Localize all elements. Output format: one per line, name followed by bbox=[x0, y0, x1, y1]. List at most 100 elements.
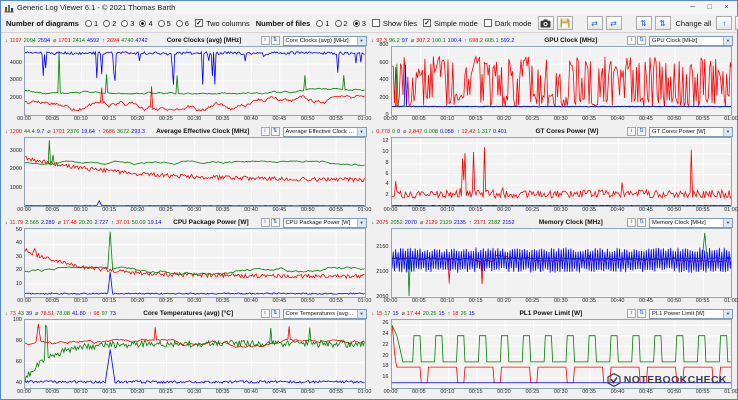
chart-panel-core-clocks: ↓ 1197 2094 2594 ⌀ 1701 2414 4592 ↑ 2694 4740 4742 … bbox=[3, 34, 371, 124]
chart-info-button[interactable]: i bbox=[627, 309, 636, 318]
updown-arrows-icon: ⇅ bbox=[639, 127, 644, 134]
screenshot-button[interactable] bbox=[537, 16, 554, 30]
metric-dropdown[interactable]: Core Temperatures (avg) [°C] ▼ bbox=[282, 308, 367, 319]
chevron-down-icon: ▼ bbox=[356, 127, 366, 136]
chart-header: ↓ 11.79 2.565 2.289 ⌀ 17.48 20.20 2.727 ↑ 37.01 50… bbox=[3, 216, 369, 228]
radio-diagrams-4[interactable]: 4 bbox=[139, 19, 153, 28]
chart-controls: i ⇅ PL1 Power Limit [W] ▼ bbox=[627, 308, 733, 319]
chart-scale-button[interactable]: ⇅ bbox=[270, 218, 280, 227]
chart-info-button[interactable]: i bbox=[627, 218, 636, 227]
chart-scale-button[interactable]: ⇅ bbox=[637, 309, 646, 318]
radio-diagrams-5[interactable]: 5 bbox=[157, 19, 171, 28]
charts-grid: ↓ 1197 2094 2594 ⌀ 1701 2414 4592 ↑ 2694 4740 4742 … bbox=[1, 33, 738, 399]
diagram-count-radios: 1 2 3 4 5 6 bbox=[84, 19, 189, 28]
chart-scale-button[interactable]: ⇅ bbox=[637, 36, 646, 45]
metric-dropdown[interactable]: PL1 Power Limit [W] ▼ bbox=[649, 308, 733, 319]
chart-header: ↓ 73 43 39 ⌀ 78.51 78.08 41.80 ↑ 98 97 73 Core Temp… bbox=[3, 307, 369, 319]
radio-diagrams-2[interactable]: 2 bbox=[103, 19, 116, 28]
chevron-down-icon: ▼ bbox=[356, 36, 366, 45]
files-label: Number of files bbox=[255, 18, 311, 28]
radio-files-1[interactable]: 1 bbox=[316, 19, 330, 28]
chart-info-button[interactable]: i bbox=[260, 218, 270, 227]
radio-icon bbox=[175, 19, 183, 27]
plot-area bbox=[390, 137, 732, 207]
radio-files-2[interactable]: 2 bbox=[334, 19, 348, 28]
x-axis-labels: 00:00 00:05 00:10 00:15 00:20 00:25 00:30 00:35… bbox=[383, 116, 738, 122]
radio-diagrams-1[interactable]: 1 bbox=[84, 19, 98, 28]
rescale-all-button[interactable]: ⇅ bbox=[654, 16, 671, 30]
chart-stats: ↓ 11.79 2.565 2.289 ⌀ 17.48 20.20 2.727 ↑ 37.01 50… bbox=[5, 219, 162, 226]
show-files-checkbox[interactable]: Show files bbox=[371, 19, 417, 28]
x-axis-labels: 00:00 00:05 00:10 00:15 00:20 00:25 00:30 00:35… bbox=[383, 298, 738, 304]
plot-area bbox=[24, 137, 366, 207]
swap-arrows-icon: ⇄ bbox=[610, 18, 617, 28]
checkbox-icon bbox=[483, 19, 492, 27]
autoscale-all-button[interactable]: ⇅ bbox=[635, 16, 652, 30]
info-icon: i bbox=[264, 218, 266, 225]
sync-cursors-button[interactable]: ⇄ bbox=[605, 16, 622, 30]
chart-controls: i ⇅ Average Effective Clock [MHz] ▼ bbox=[260, 126, 367, 137]
metric-dropdown[interactable]: Memory Clock [MHz] ▼ bbox=[649, 217, 733, 228]
chart-title: GT Cores Power [W] bbox=[535, 128, 599, 135]
maximize-icon[interactable]: □ bbox=[707, 4, 712, 11]
chart-header: ↓ 1197 2094 2594 ⌀ 1701 2414 4592 ↑ 2694 4740 4742 … bbox=[3, 34, 369, 46]
sync-x-axes-button[interactable]: ⇄ bbox=[586, 16, 603, 30]
minimize-icon[interactable]: ─ bbox=[690, 4, 695, 11]
chart-title: Memory Clock [MHz] bbox=[538, 219, 603, 226]
toolbar: Number of diagrams 1 2 3 4 5 6 ✓ Two colu… bbox=[1, 14, 738, 33]
change-all-label: Change all bbox=[675, 18, 712, 28]
chart-panel-cpu-package-power: ↓ 11.79 2.565 2.289 ⌀ 17.48 20.20 2.727 ↑ 37.01 50… bbox=[3, 216, 371, 306]
info-icon: i bbox=[264, 309, 266, 316]
chart-body: 40 60 80 100 bbox=[3, 317, 369, 389]
metric-dropdown[interactable]: GT Cores Power [W] ▼ bbox=[649, 126, 733, 137]
change-all-up-button[interactable]: ↑ bbox=[716, 16, 733, 30]
chart-body: 1000 2000 3000 bbox=[3, 137, 369, 207]
y-axis-labels: 40 60 80 100 bbox=[12, 317, 22, 386]
dark-mode-checkbox[interactable]: Dark mode bbox=[483, 19, 532, 28]
chart-scale-button[interactable]: ⇅ bbox=[637, 218, 646, 227]
chart-scale-button[interactable]: ⇅ bbox=[270, 309, 280, 318]
radio-files-3[interactable]: 3 bbox=[352, 19, 366, 28]
save-button[interactable] bbox=[556, 16, 573, 30]
updown-arrows-icon: ⇅ bbox=[639, 309, 644, 316]
metric-dropdown[interactable]: Average Effective Clock [MHz] ▼ bbox=[282, 126, 367, 137]
window-controls: ─ □ × bbox=[684, 2, 735, 14]
chart-info-button[interactable]: i bbox=[627, 36, 636, 45]
simple-mode-checkbox[interactable]: ✓ Simple mode bbox=[423, 18, 478, 28]
chart-info-button[interactable]: i bbox=[260, 309, 270, 318]
app-icon bbox=[4, 3, 14, 13]
radio-diagrams-3[interactable]: 3 bbox=[121, 19, 134, 28]
plot-area bbox=[390, 46, 732, 116]
two-columns-checkbox[interactable]: ✓ Two columns bbox=[194, 18, 250, 28]
y-axis-labels: 0 200 400 600 800 bbox=[379, 42, 389, 118]
close-icon[interactable]: × bbox=[724, 4, 729, 11]
notebookcheck-watermark: NOTEBOOKCHECK bbox=[607, 373, 727, 387]
change-all-down-button[interactable]: ↓ bbox=[735, 16, 738, 30]
chart-scale-button[interactable]: ⇅ bbox=[637, 127, 646, 136]
up-arrow-icon: ↑ bbox=[722, 18, 727, 28]
metric-dropdown[interactable]: CPU Package Power [W] ▼ bbox=[282, 217, 367, 228]
chart-panel-effective-clock: ↓ 1200 44.4 9.7 ⌀ 1701 2376 19.64 ↑ 2686 3672 293.3… bbox=[3, 125, 371, 215]
chart-info-button[interactable]: i bbox=[627, 127, 636, 136]
metric-dropdown[interactable]: GPU Clock [MHz] ▼ bbox=[649, 35, 733, 46]
chevron-down-icon: ▼ bbox=[356, 309, 366, 318]
x-axis-labels: 00:00 00:05 00:10 00:15 00:20 00:25 00:30 00:35… bbox=[17, 389, 372, 395]
info-icon: i bbox=[630, 309, 633, 316]
chart-scale-button[interactable]: ⇅ bbox=[270, 36, 280, 45]
chart-title: Average Effective Clock [MHz] bbox=[156, 128, 250, 135]
y-axis-labels: 2 4 6 8 10 12 bbox=[382, 138, 389, 199]
checkbox-icon: ✓ bbox=[423, 19, 432, 27]
updown-arrows-icon: ⇅ bbox=[272, 36, 278, 43]
y-axis-labels: 16 18 20 22 24 26 bbox=[382, 320, 389, 381]
chart-panel-memory-clock: ↓ 2075 2052 2070 ⌀ 2129 2129 2135 ↑ 2171 2182 2152 … bbox=[370, 216, 738, 306]
chart-info-button[interactable]: i bbox=[260, 127, 270, 136]
chart-scale-button[interactable]: ⇅ bbox=[270, 127, 280, 136]
plot-area bbox=[24, 228, 366, 298]
metric-dropdown[interactable]: Core Clocks (avg) [MHz] ▼ bbox=[282, 35, 367, 46]
info-icon: i bbox=[630, 36, 633, 43]
info-icon: i bbox=[630, 127, 633, 134]
floppy-disk-icon bbox=[560, 18, 570, 28]
radio-diagrams-6[interactable]: 6 bbox=[175, 19, 189, 28]
chart-info-button[interactable]: i bbox=[260, 36, 270, 45]
chart-body: 2000 3000 4000 bbox=[3, 46, 369, 116]
